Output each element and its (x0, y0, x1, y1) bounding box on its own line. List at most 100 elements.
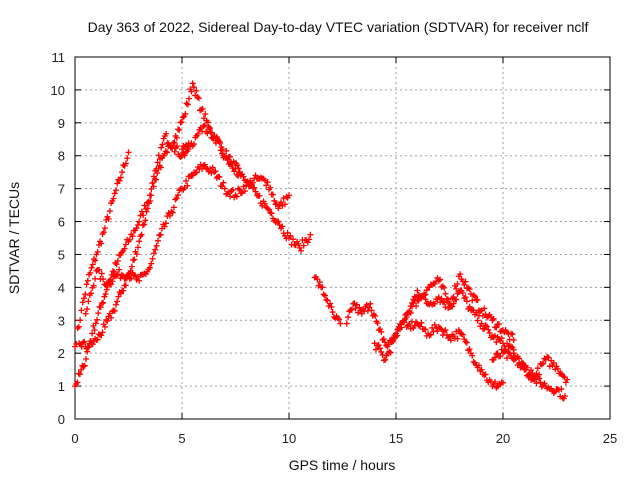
data-point (526, 372, 533, 379)
data-point (234, 162, 241, 169)
data-point (387, 349, 394, 356)
data-point (131, 256, 138, 263)
data-point (376, 345, 383, 352)
data-point (508, 343, 515, 350)
data-point (133, 276, 140, 283)
chart-title: Day 363 of 2022, Sidereal Day-to-day VTE… (88, 19, 589, 35)
data-point (170, 204, 177, 211)
data-point (462, 294, 469, 301)
data-point (225, 189, 232, 196)
data-point (96, 266, 103, 273)
data-point (194, 94, 201, 101)
data-point (407, 325, 414, 332)
x-tick-label: 25 (603, 431, 617, 446)
data-point (184, 148, 191, 155)
data-point (324, 297, 331, 304)
data-point (522, 366, 529, 373)
data-point (177, 154, 184, 161)
y-tick-label: 10 (51, 83, 65, 98)
data-point (133, 225, 140, 232)
data-point (87, 269, 94, 276)
data-point (483, 323, 490, 330)
data-point (139, 222, 146, 229)
series-track-c (76, 130, 192, 352)
data-point (557, 370, 564, 377)
data-point (166, 212, 173, 219)
data-point (121, 245, 128, 252)
data-point (474, 297, 481, 304)
data-point (414, 287, 421, 294)
data-point (438, 295, 445, 302)
data-point (377, 326, 384, 333)
data-point (176, 126, 183, 133)
data-point (81, 362, 88, 369)
data-point (422, 326, 429, 333)
data-point (98, 332, 105, 339)
data-point (88, 290, 95, 297)
data-point (545, 354, 552, 361)
data-point (180, 143, 187, 150)
data-point (493, 324, 500, 331)
data-point (233, 193, 240, 200)
data-point (380, 335, 387, 342)
data-point (142, 217, 149, 224)
y-tick-label: 4 (58, 280, 65, 295)
data-point (203, 164, 210, 171)
data-point (509, 331, 516, 338)
data-point (162, 220, 169, 227)
data-point (114, 271, 121, 278)
data-point (437, 325, 444, 332)
data-point (134, 222, 141, 229)
data-point (173, 134, 180, 141)
data-point (191, 141, 198, 148)
data-point (136, 277, 143, 284)
data-point (111, 190, 118, 197)
data-point (232, 165, 239, 172)
data-point (381, 339, 388, 346)
data-point (240, 183, 247, 190)
data-point (109, 268, 116, 275)
data-point (510, 337, 517, 344)
data-point (122, 241, 129, 248)
data-point (459, 331, 466, 338)
data-point (134, 244, 141, 251)
data-point (504, 340, 511, 347)
data-point (469, 297, 476, 304)
data-point (112, 301, 119, 308)
data-point (89, 261, 96, 268)
data-point (119, 169, 126, 176)
x-tick-label: 20 (496, 431, 510, 446)
data-point (94, 248, 101, 255)
data-point (114, 258, 121, 265)
data-point (540, 360, 547, 367)
data-point (275, 218, 282, 225)
data-point (390, 338, 397, 345)
data-point (431, 321, 438, 328)
data-point (149, 179, 156, 186)
y-axis-label: SDTVAR / TECUs (6, 182, 22, 294)
data-point (327, 300, 334, 307)
data-point (149, 255, 156, 262)
data-point (195, 130, 202, 137)
data-point (368, 307, 375, 314)
data-point (174, 142, 181, 149)
data-point (486, 330, 493, 337)
data-point (562, 392, 569, 399)
data-point (378, 328, 385, 335)
data-point (205, 168, 212, 175)
data-point (263, 182, 270, 189)
data-point (422, 291, 429, 298)
data-point (223, 154, 230, 161)
data-point (256, 192, 263, 199)
data-point (98, 270, 105, 277)
data-point (505, 349, 512, 356)
data-point (125, 271, 132, 278)
data-point (228, 161, 235, 168)
data-point (112, 187, 119, 194)
data-point (220, 179, 227, 186)
data-point (162, 148, 169, 155)
data-point (138, 231, 145, 238)
data-point (251, 184, 258, 191)
data-point (75, 323, 82, 330)
data-point (491, 332, 498, 339)
